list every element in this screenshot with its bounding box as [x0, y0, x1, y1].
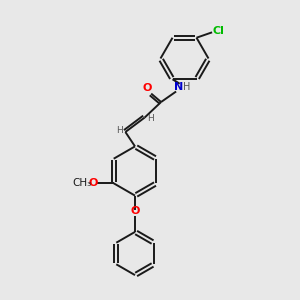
Text: N: N	[174, 82, 183, 92]
Text: H: H	[116, 126, 123, 135]
Text: O: O	[143, 83, 152, 93]
Text: O: O	[130, 206, 140, 216]
Text: H: H	[147, 114, 154, 123]
Text: O: O	[88, 178, 98, 188]
Text: CH₃: CH₃	[72, 178, 91, 188]
Text: Cl: Cl	[212, 26, 224, 36]
Text: H: H	[183, 82, 190, 92]
